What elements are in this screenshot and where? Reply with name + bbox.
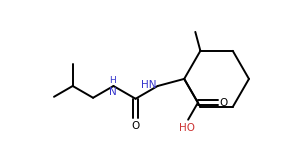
Text: HN: HN	[141, 80, 157, 90]
Text: H: H	[109, 76, 116, 85]
Text: O: O	[131, 121, 140, 131]
Text: O: O	[219, 98, 228, 108]
Text: N: N	[109, 87, 116, 97]
Text: HO: HO	[179, 123, 195, 133]
